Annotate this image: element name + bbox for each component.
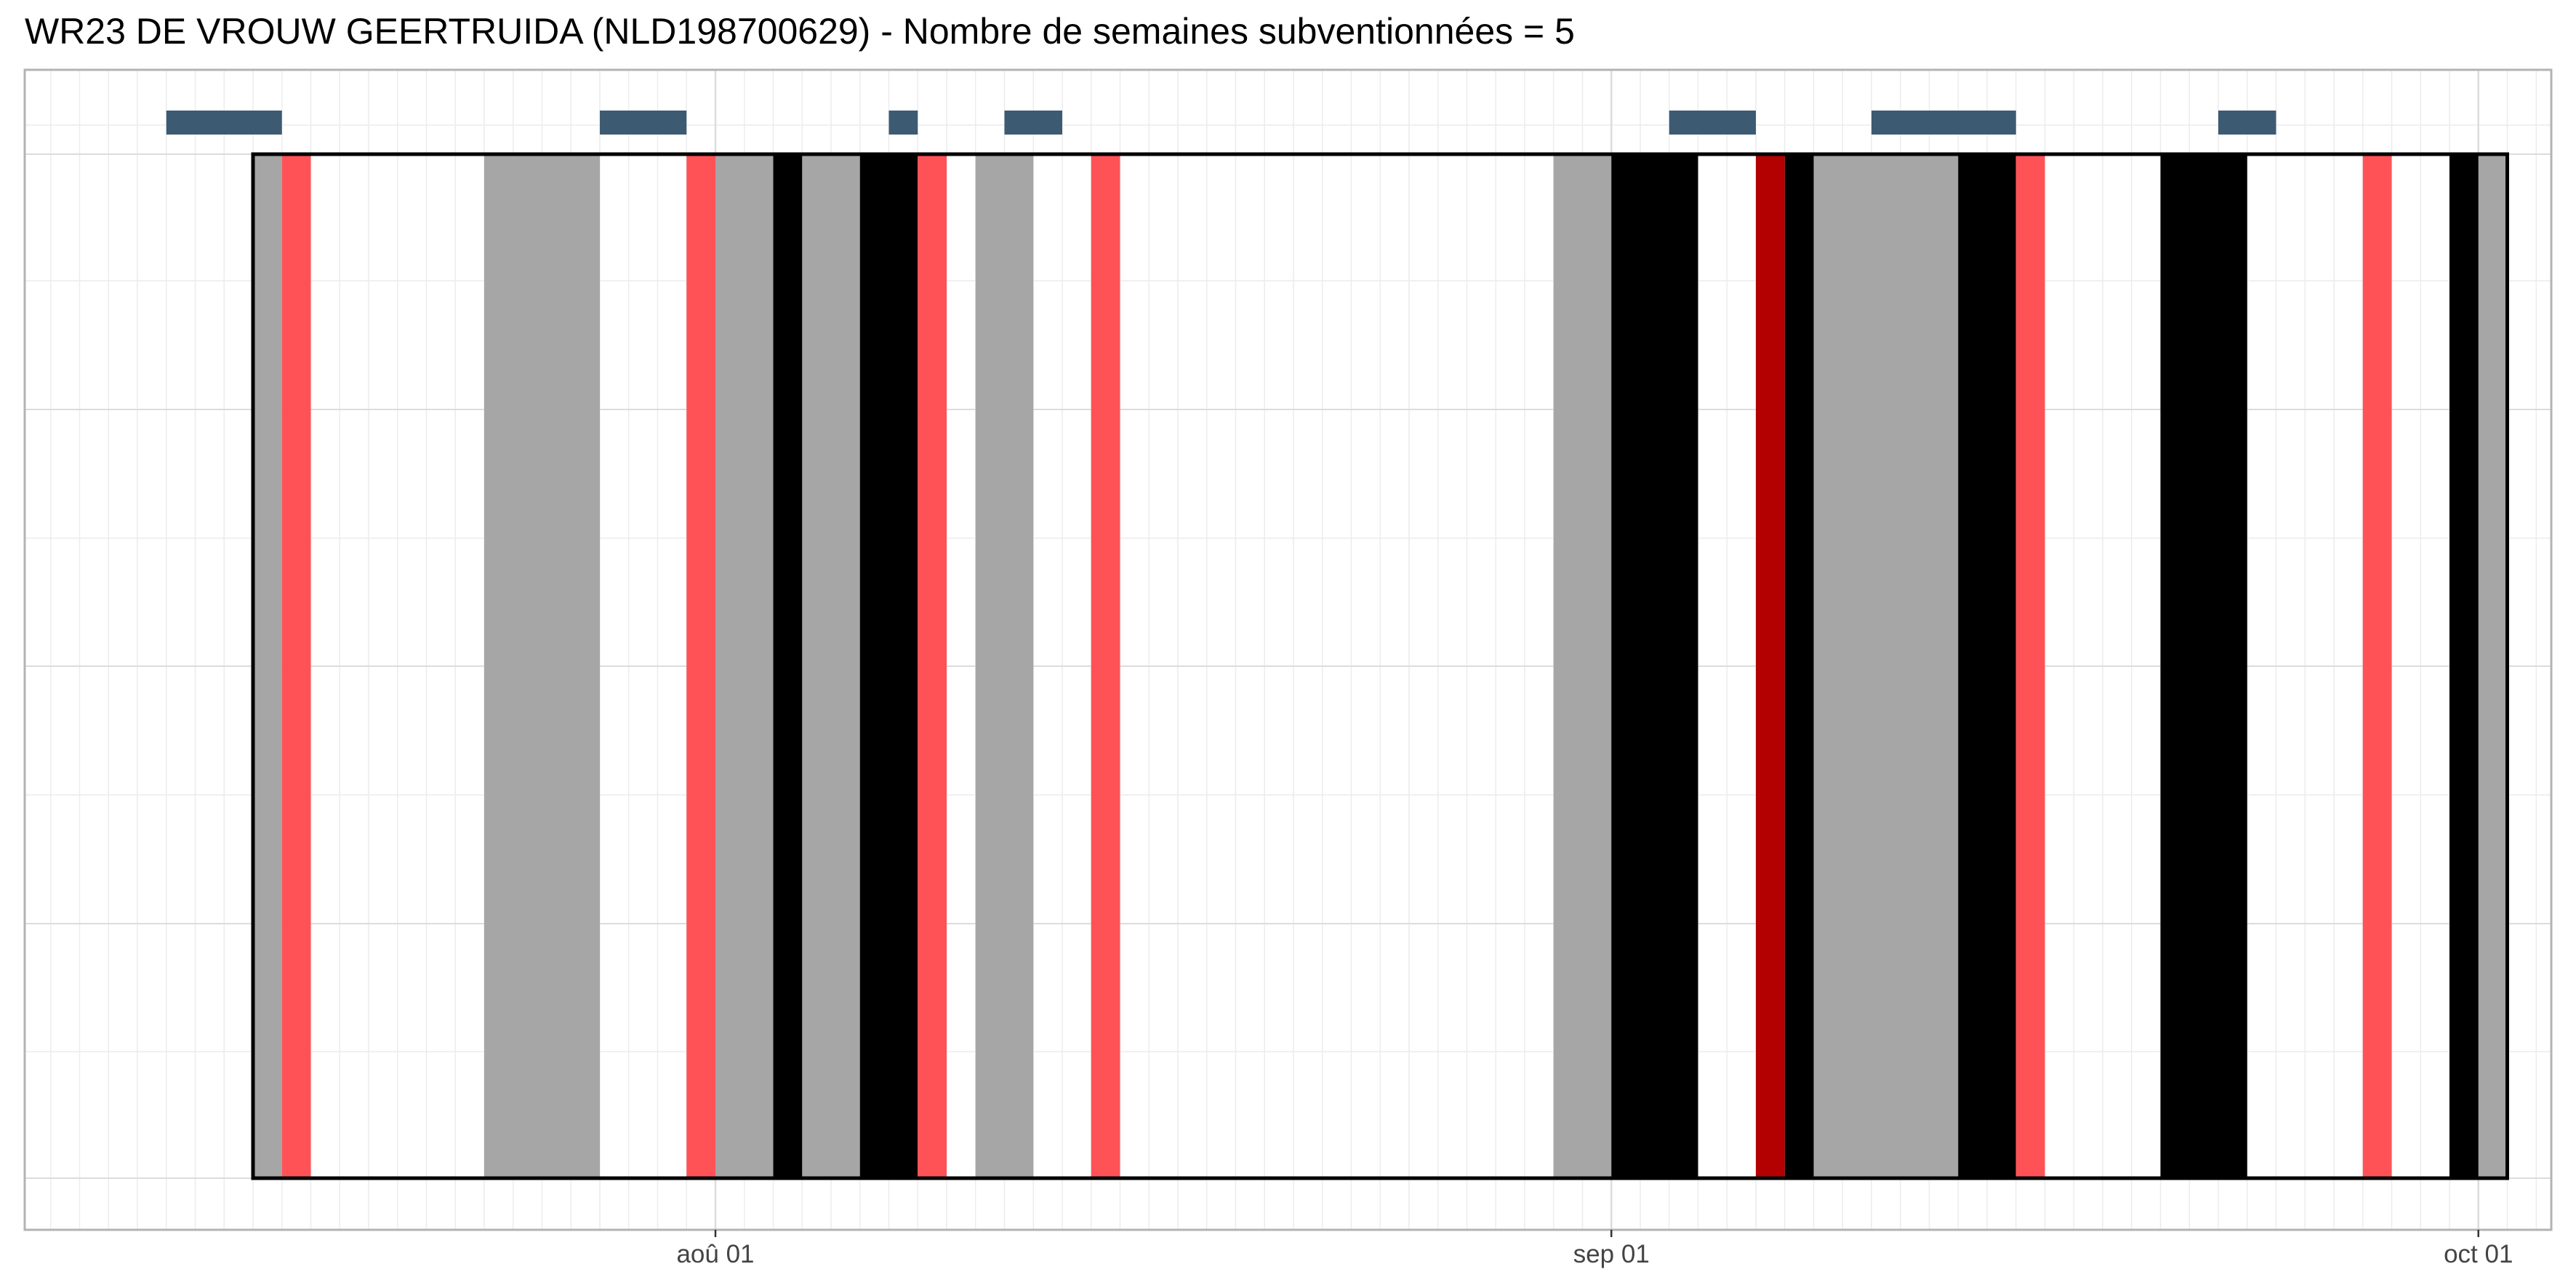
top-period-bar [166, 111, 282, 135]
day-bar [2449, 154, 2479, 1178]
day-bar [802, 154, 860, 1178]
day-bar [859, 154, 918, 1178]
ticks-layer: aoû 01 sep 01 oct 01 [676, 1230, 2513, 1268]
top-period-bar [1669, 111, 1756, 135]
day-bar [253, 154, 282, 1178]
top-period-bar [600, 111, 687, 135]
bars-layer [166, 111, 2508, 1178]
day-bar [2478, 154, 2508, 1178]
day-bar [1553, 154, 1612, 1178]
x-tick-label: sep 01 [1573, 1240, 1650, 1268]
day-bar [281, 154, 311, 1178]
day-bar [2015, 154, 2045, 1178]
frame-layer [23, 68, 2553, 1231]
day-bar [484, 154, 600, 1178]
day-bar [2362, 154, 2392, 1178]
x-tick-label: oct 01 [2444, 1240, 2513, 1268]
day-bar [918, 154, 947, 1178]
day-bar [2160, 154, 2247, 1178]
period-frame [251, 152, 2509, 1180]
top-period-bar [1871, 111, 2016, 135]
day-bar [1958, 154, 2016, 1178]
day-bar [975, 154, 1034, 1178]
day-bar [686, 154, 715, 1178]
top-period-bar [2218, 111, 2276, 135]
chart-title: WR23 DE VROUW GEERTRUIDA (NLD198700629) … [25, 11, 1575, 52]
x-tick-label: aoû 01 [676, 1240, 754, 1268]
plot-panel [25, 70, 2551, 1230]
day-bar [1813, 154, 1959, 1178]
top-period-bar [1004, 111, 1062, 135]
day-bar [1611, 154, 1698, 1178]
top-period-bar [888, 111, 918, 135]
grid-layer [25, 70, 2551, 1230]
day-bar [1784, 154, 1814, 1178]
day-bar [773, 154, 803, 1178]
day-bar [1091, 154, 1120, 1178]
day-bar [1756, 154, 1785, 1178]
day-bar [715, 154, 774, 1178]
panel-border [23, 68, 2553, 1231]
